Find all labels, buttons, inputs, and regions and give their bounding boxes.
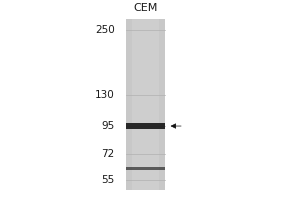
Text: 250: 250 (95, 25, 115, 35)
Bar (132, 19, 159, 190)
Text: 130: 130 (95, 90, 115, 100)
Text: 55: 55 (101, 175, 115, 185)
Bar (126, 167, 165, 170)
Text: CEM: CEM (134, 3, 158, 13)
Text: 72: 72 (101, 149, 115, 159)
Bar (126, 19, 165, 190)
Bar (126, 123, 165, 129)
Text: 95: 95 (101, 121, 115, 131)
